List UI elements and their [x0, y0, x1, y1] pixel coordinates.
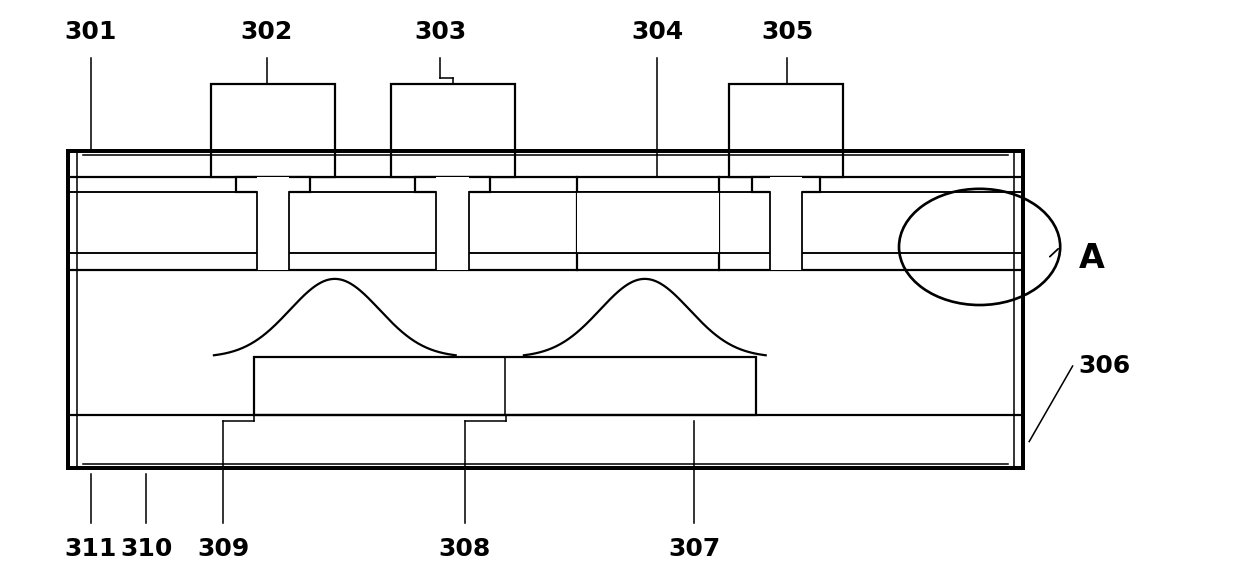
Text: 306: 306 [1079, 354, 1131, 378]
Text: 310: 310 [120, 537, 172, 561]
Text: 303: 303 [414, 20, 466, 44]
Bar [770, 177, 802, 270]
Bar [436, 177, 469, 270]
Text: 305: 305 [761, 20, 813, 44]
Text: 311: 311 [64, 537, 117, 561]
Bar [68, 415, 1023, 468]
Text: A: A [1079, 242, 1105, 275]
Bar [751, 177, 821, 192]
Bar [577, 177, 719, 270]
Bar [729, 84, 843, 177]
Bar [415, 177, 490, 192]
Bar [68, 177, 1023, 270]
Bar [254, 357, 756, 415]
Text: 307: 307 [668, 537, 720, 561]
Text: 308: 308 [439, 537, 491, 561]
Text: 309: 309 [197, 537, 249, 561]
Bar [391, 84, 515, 177]
Text: 301: 301 [64, 20, 117, 44]
Text: 304: 304 [631, 20, 683, 44]
Bar [577, 192, 719, 253]
Bar [236, 177, 310, 192]
Bar [211, 84, 335, 177]
Text: 302: 302 [241, 20, 293, 44]
Bar [68, 151, 1023, 468]
Bar [257, 177, 289, 270]
Bar [68, 151, 1023, 468]
